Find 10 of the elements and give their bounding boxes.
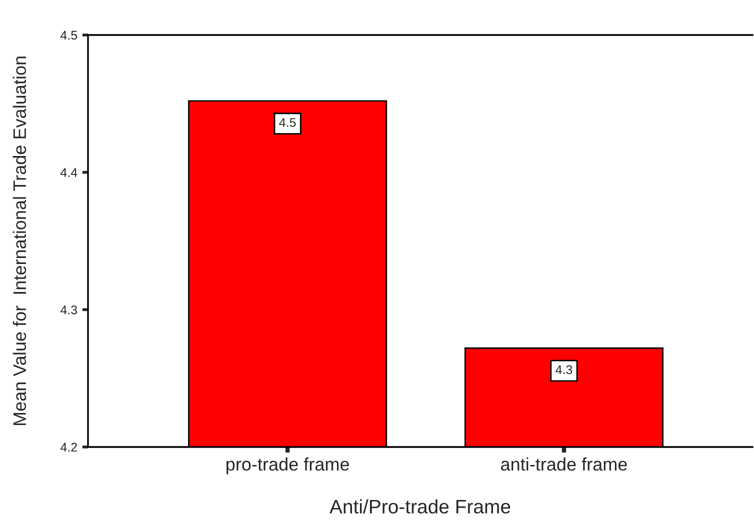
y-tick-label: 4.4 [60,168,78,177]
x-tick-label: anti-trade frame [501,457,627,471]
x-axis-title: Anti/Pro-trade Frame [330,499,510,514]
y-tick-label: 4.2 [60,442,77,452]
data-label: 4.3 [556,365,572,374]
data-label: 4.5 [279,118,296,127]
y-tick-label: 4.5 [60,30,78,40]
y-tick-label: 4.3 [60,305,78,314]
y-axis-title: Mean Value for International Trade Evaluation [12,56,26,426]
x-tick-label: pro-trade frame [226,457,349,474]
